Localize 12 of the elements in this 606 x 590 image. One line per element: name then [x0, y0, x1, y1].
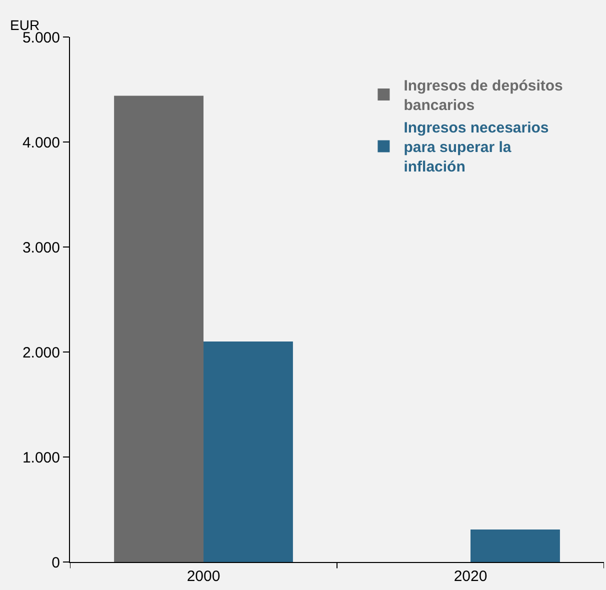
x-tick-label: 2000 — [186, 568, 220, 585]
bar — [470, 529, 560, 562]
y-tick-label: 2.000 — [22, 344, 60, 362]
y-tick-label: 4.000 — [22, 134, 60, 152]
bar — [204, 342, 293, 562]
bar — [114, 96, 204, 562]
legend-label: Ingresos de depósitos bancarios — [404, 78, 563, 114]
y-tick-label: 0 — [52, 554, 60, 572]
y-tick-label: 1.000 — [22, 449, 60, 466]
y-tick-label: 3.000 — [22, 239, 60, 256]
x-tick-label: 2020 — [454, 568, 488, 585]
legend-label: Ingresos necesarios para superar la inflación — [404, 120, 549, 176]
